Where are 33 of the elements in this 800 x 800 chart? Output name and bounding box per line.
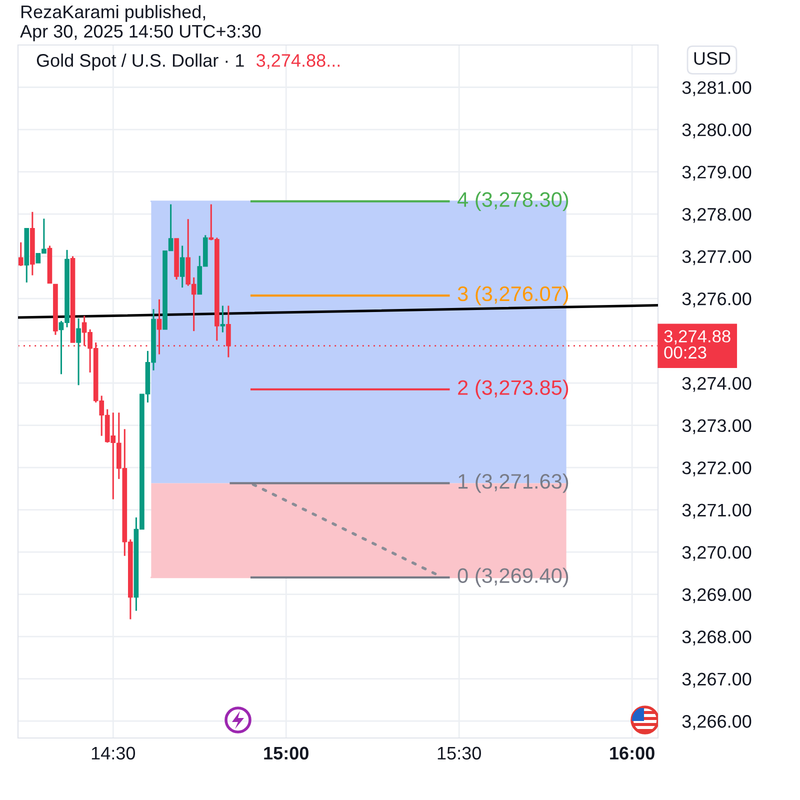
candlestick [180,244,185,288]
series-label: 1 (3,271.63) [458,473,568,493]
chart-subtitle: Gold Spot / U.S. Dollar · 1 [36,54,244,70]
x-tick-label: 14:30 [92,746,136,760]
x-tick-label: 15:30 [438,746,481,760]
y-tick-label: 3,266.00 [682,715,752,730]
y-tick-label: 3,273.00 [682,419,752,434]
candlestick [220,304,226,334]
y-tick-label: 3,268.00 [682,630,752,646]
y-axis-title: USD [694,52,730,65]
x-tick-label: 15:00 [264,746,308,760]
y-tick-label: 3,269.00 [682,588,752,604]
series-label: 2 (3,273.85) [458,380,568,400]
y-tick-label: 3,280.00 [682,123,752,138]
y-tick-label: 3,277.00 [682,250,752,266]
y-tick-label: 3,281.00 [682,81,752,96]
y-tick-label: 3,271.00 [682,504,752,519]
y-tick-label: 3,267.00 [682,672,752,688]
y-tick-label: 3,274.00 [682,376,752,392]
candlestick [18,242,24,267]
y-tick-label: 3,270.00 [682,546,752,561]
ref-line-label: 3,274.88 00:23 [664,330,730,359]
series-label: 4 (3,278.30) [458,192,568,212]
y-tick-label: 3,279.00 [682,166,752,181]
chart-title: RezaKarami published, Apr 30, 2025 14:50 UTC+3:30 [20,5,261,42]
candlestick [76,318,81,386]
annotation: 3,274.88... [256,54,340,69]
y-tick-label: 3,276.00 [682,292,752,308]
y-tick-label: 3,272.00 [682,461,752,476]
y-tick-label: 3,278.00 [682,208,752,223]
x-tick-label: 16:00 [610,746,654,760]
series-label: 3 (3,276.07) [458,286,568,306]
series-label: 0 (3,269.40) [458,568,568,588]
